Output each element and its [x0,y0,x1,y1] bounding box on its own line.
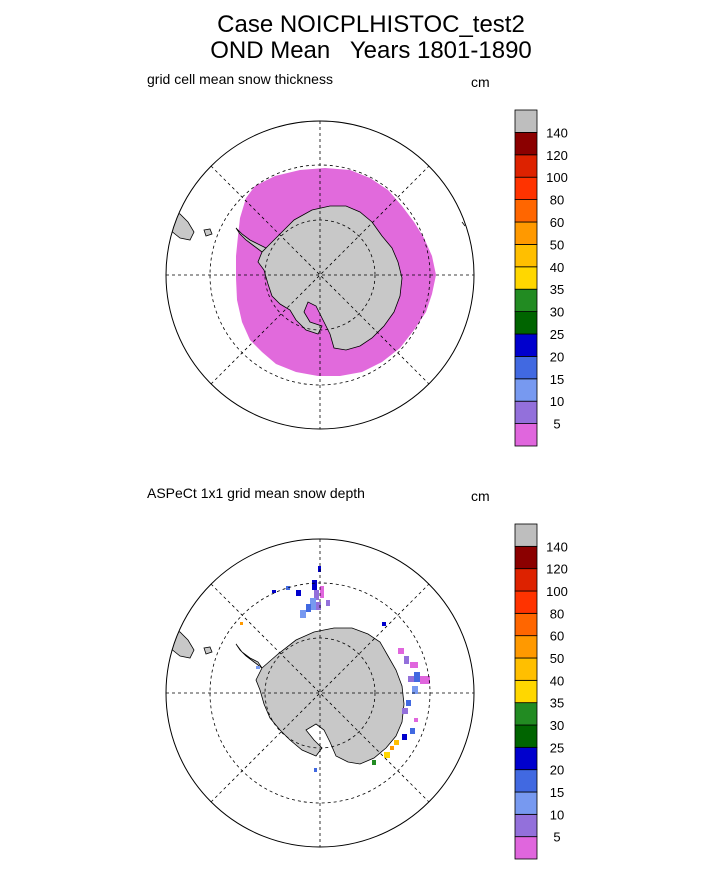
colorbar-2-label-80: 80 [550,606,564,621]
colorbar-2-box-0 [514,836,538,860]
map-panel-1 [165,120,475,446]
colorbar-1-box-14 [514,109,538,133]
colorbar-1-label-5: 5 [553,417,560,432]
observation-cells-panel-2 [240,566,430,772]
colorbar-1-box-3 [514,355,538,380]
colorbar-1-label-10: 10 [550,394,564,409]
colorbar-2-box-12 [514,568,538,592]
island-east-panel-1 [461,221,466,227]
falklands-panel-2 [203,646,213,655]
map-panel-2 [165,538,475,864]
map-border-panel-2 [165,538,475,848]
colorbar-2-box-9 [514,635,538,659]
colorbar-2-label-60: 60 [550,629,564,644]
panel-1-units: cm [471,74,490,90]
antarctica-panel-1 [257,205,403,351]
colorbar-1-box-2 [514,378,538,402]
figure-title-line-2: OND Mean Years 1801-1890 [210,37,532,64]
colorbar-2-box-4 [514,746,538,771]
colorbar-1-label-120: 120 [546,148,568,163]
colorbar-1-label-30: 30 [550,305,564,320]
colorbar-1-box-5 [514,311,538,335]
colorbar-1-label-20: 20 [550,349,564,364]
peninsula-panel-2 [235,643,263,669]
colorbar-2-label-120: 120 [546,562,568,577]
colorbar-2-box-8 [514,657,538,681]
colorbar-1-box-0 [514,423,538,447]
colorbar-2-box-10 [514,612,538,637]
colorbar-1-box-7 [514,266,538,290]
colorbar-2-label-25: 25 [550,740,564,755]
panel-2-units: cm [471,488,490,504]
colorbar-2-box-7 [514,679,538,704]
south-america-panel-1 [166,209,195,241]
colorbar-2-label-10: 10 [550,807,564,822]
colorbar-1-box-6 [514,288,538,313]
colorbar-2-box-2 [514,791,538,815]
colorbar-1-box-10 [514,199,538,223]
colorbar-1-label-40: 40 [550,260,564,275]
colorbar-2-label-100: 100 [546,584,568,599]
colorbar-1-box-9 [514,221,538,245]
colorbar-1-label-80: 80 [550,193,564,208]
colorbar-1-label-35: 35 [550,282,564,297]
colorbar-panel-2: 5 10 15 20 25 30 35 40 50 60 80 100 120 140 [514,523,568,860]
colorbar-1-box-4 [514,333,538,357]
colorbar-2-label-140: 140 [546,539,568,554]
colorbar-2-box-13 [514,545,538,570]
colorbar-2-box-6 [514,702,538,726]
colorbar-2-label-40: 40 [550,673,564,688]
colorbar-1-label-140: 140 [546,125,568,140]
colorbar-1-label-100: 100 [546,170,568,185]
colorbar-1-label-15: 15 [550,372,564,387]
peninsula-panel-1 [235,227,267,253]
small-island-panel-1 [346,436,358,446]
colorbar-1-label-25: 25 [550,327,564,342]
colorbar-2-label-30: 30 [550,718,564,733]
colorbar-2-box-3 [514,769,538,793]
colorbar-2-box-14 [514,523,538,547]
colorbar-1-box-11 [514,176,538,200]
south-america-panel-2 [166,627,195,659]
falklands-panel-1 [203,228,213,237]
colorbar-2-label-50: 50 [550,651,564,666]
colorbar-1-box-13 [514,131,538,156]
colorbar-panel-1: 5 10 15 20 25 30 35 40 50 60 80 100 120 140 [514,109,568,447]
colorbar-1-box-1 [514,400,538,425]
colorbar-2-box-11 [514,590,538,614]
panel-1-title: grid cell mean snow thickness [147,71,333,87]
colorbar-2-label-35: 35 [550,696,564,711]
panel-2-title: ASPeCt 1x1 grid mean snow depth [147,485,365,501]
colorbar-2-label-15: 15 [550,785,564,800]
colorbar-2-box-5 [514,724,538,748]
small-island-panel-2 [346,854,358,864]
colorbar-1-label-60: 60 [550,215,564,230]
colorbar-2-label-5: 5 [553,830,560,845]
colorbar-2-label-20: 20 [550,763,564,778]
colorbar-1-box-12 [514,154,538,178]
colorbar-1-label-50: 50 [550,237,564,252]
colorbar-2-box-1 [514,813,538,838]
colorbar-1-box-8 [514,243,538,268]
antarctica-panel-2 [255,627,405,765]
map-border-panel-1 [165,120,475,430]
figure-title-line-1: Case NOICPLHISTOC_test2 [217,11,525,38]
